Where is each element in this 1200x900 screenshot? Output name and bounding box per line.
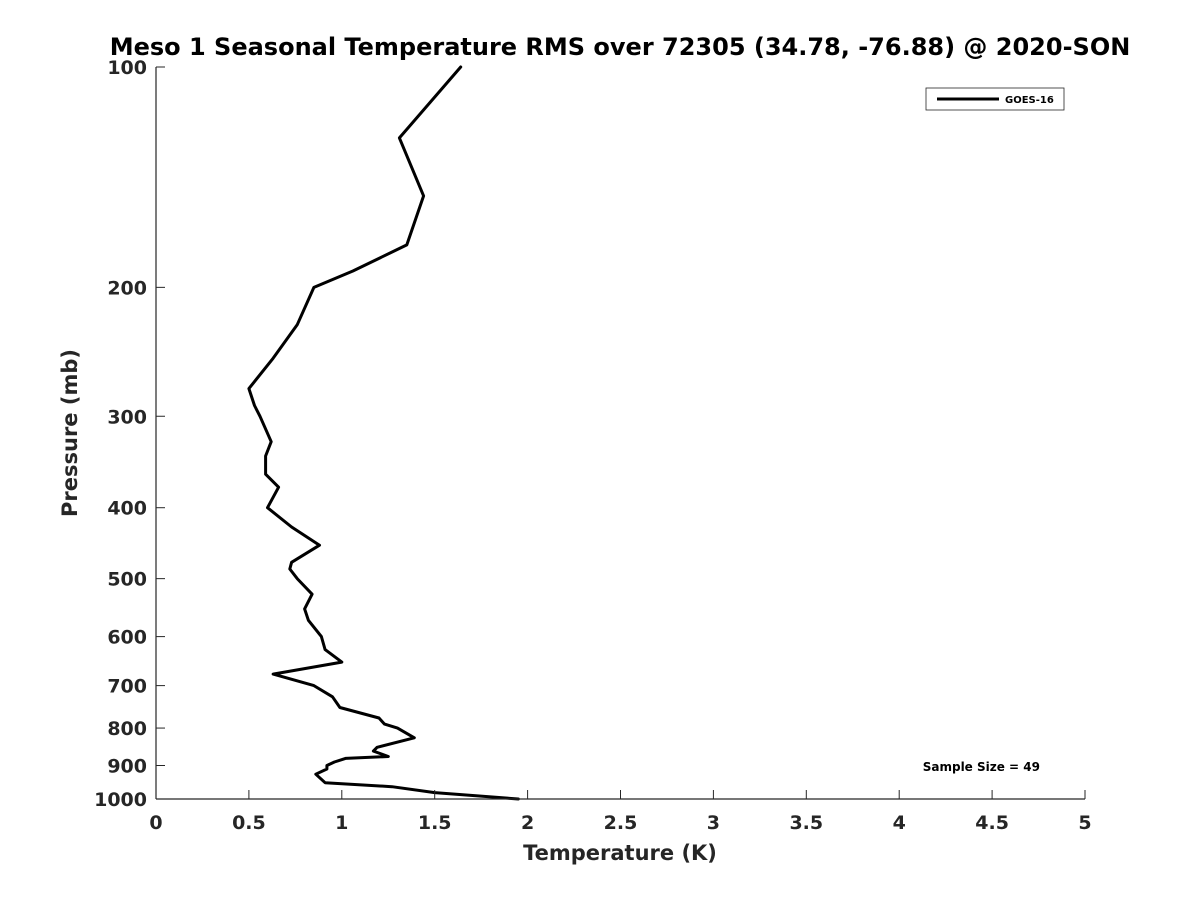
- y-tick-label: 900: [107, 756, 147, 778]
- plot-area: 0 0.5 1 1.5 2 2.5 3 3.5 4 4.5 5 100 200 300 400 500 600…: [94, 57, 1092, 834]
- y-tick-label: 600: [107, 627, 147, 649]
- x-tick-label: 4: [893, 812, 906, 834]
- x-tick-label: 2.5: [604, 812, 638, 834]
- y-tick-label: 300: [107, 406, 147, 428]
- y-tick-label: 700: [107, 676, 147, 698]
- x-axis-ticks: 0 0.5 1 1.5 2 2.5 3 3.5 4 4.5 5: [149, 790, 1092, 834]
- x-tick-label: 0.5: [232, 812, 266, 834]
- x-tick-label: 5: [1078, 812, 1091, 834]
- x-tick-label: 1.5: [418, 812, 452, 834]
- y-tick-label: 1000: [94, 789, 147, 811]
- y-tick-label: 200: [107, 277, 147, 299]
- y-axis-label: Pressure (mb): [58, 349, 82, 517]
- chart-title: Meso 1 Seasonal Temperature RMS over 723…: [110, 33, 1131, 61]
- x-axis-label: Temperature (K): [523, 841, 717, 865]
- x-tick-label: 0: [149, 812, 162, 834]
- series-layer: [247, 65, 520, 801]
- y-tick-label: 800: [107, 718, 147, 740]
- y-tick-label: 500: [107, 569, 147, 591]
- y-tick-label: 100: [107, 57, 147, 79]
- series-line-goes-16: [247, 65, 520, 801]
- legend-label-goes-16: GOES-16: [1005, 95, 1054, 106]
- x-tick-label: 2: [521, 812, 534, 834]
- x-tick-label: 3.5: [789, 812, 823, 834]
- x-tick-label: 3: [707, 812, 720, 834]
- y-axis-ticks: 100 200 300 400 500 600 700 800 900 1000: [94, 57, 165, 811]
- x-tick-label: 1: [335, 812, 348, 834]
- sample-size-annotation: Sample Size = 49: [923, 760, 1040, 774]
- x-tick-label: 4.5: [975, 812, 1009, 834]
- legend: GOES-16: [925, 87, 1065, 111]
- axes-background: [156, 67, 1085, 799]
- y-tick-label: 400: [107, 498, 147, 520]
